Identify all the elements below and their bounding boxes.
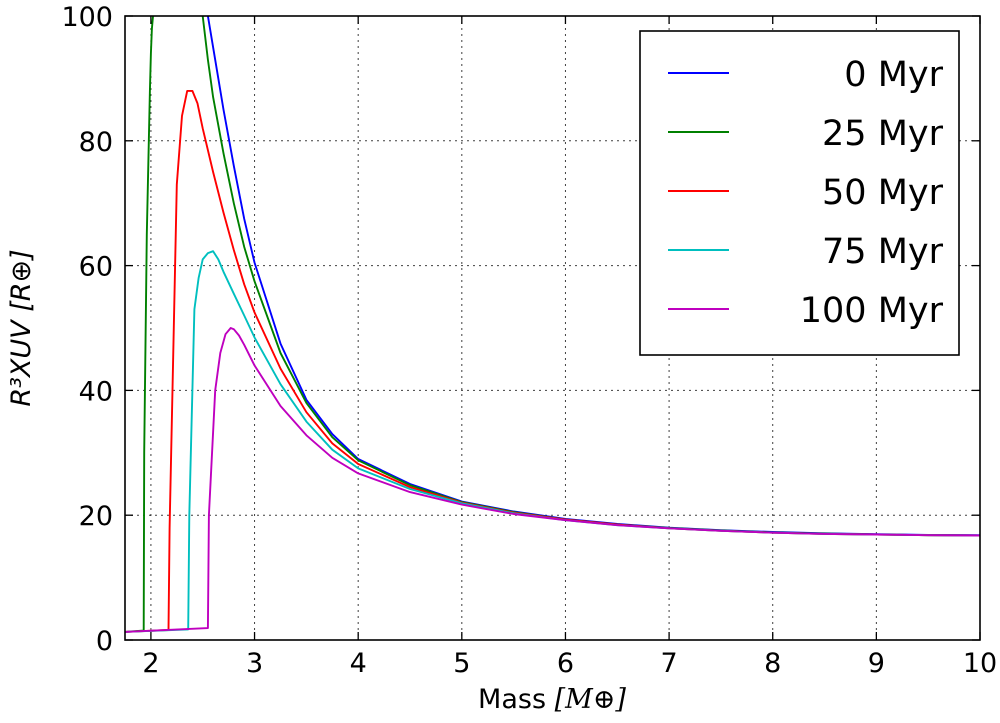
y-axis-label: R³XUV [R⊕] bbox=[6, 249, 37, 406]
x-tick-labels: 2 3 4 5 6 7 8 9 10 bbox=[142, 648, 997, 679]
x-tick-label: 7 bbox=[660, 648, 677, 679]
y-tick-label: 0 bbox=[96, 626, 113, 657]
legend-label-0-myr: 0 Myr bbox=[844, 55, 943, 95]
legend-box bbox=[639, 30, 960, 356]
series-line-100-myr bbox=[125, 327, 980, 633]
x-tick-label: 10 bbox=[963, 648, 997, 679]
x-tick-label: 8 bbox=[764, 648, 781, 679]
y-tick-label: 100 bbox=[61, 2, 113, 33]
y-tick-label: 40 bbox=[79, 376, 113, 407]
y-tick-label: 60 bbox=[79, 252, 113, 283]
plot-frame bbox=[124, 15, 981, 641]
x-tick-label: 6 bbox=[557, 648, 574, 679]
legend-label-50-myr: 50 Myr bbox=[822, 173, 944, 213]
legend: 0 Myr 25 Myr 50 Myr 75 Myr 100 Myr bbox=[639, 30, 960, 356]
x-tick-label: 4 bbox=[350, 648, 367, 679]
series-lines bbox=[125, 16, 980, 633]
y-tick-label: 20 bbox=[79, 501, 113, 532]
x-tick-label: 9 bbox=[868, 648, 885, 679]
legend-label-25-myr: 25 Myr bbox=[822, 114, 944, 154]
x-tick-label: 3 bbox=[246, 648, 263, 679]
legend-label-75-myr: 75 Myr bbox=[822, 232, 944, 272]
x-tick-label: 5 bbox=[453, 648, 470, 679]
y-tick-label: 80 bbox=[79, 127, 113, 158]
grid-lines bbox=[125, 16, 980, 640]
legend-label-100-myr: 100 Myr bbox=[800, 291, 944, 331]
y-tick-labels: 0 20 40 60 80 100 bbox=[61, 2, 113, 657]
tick-marks bbox=[125, 15, 981, 641]
x-axis-label: Mass [M⊕] bbox=[478, 684, 626, 715]
x-tick-label: 2 bbox=[142, 648, 159, 679]
